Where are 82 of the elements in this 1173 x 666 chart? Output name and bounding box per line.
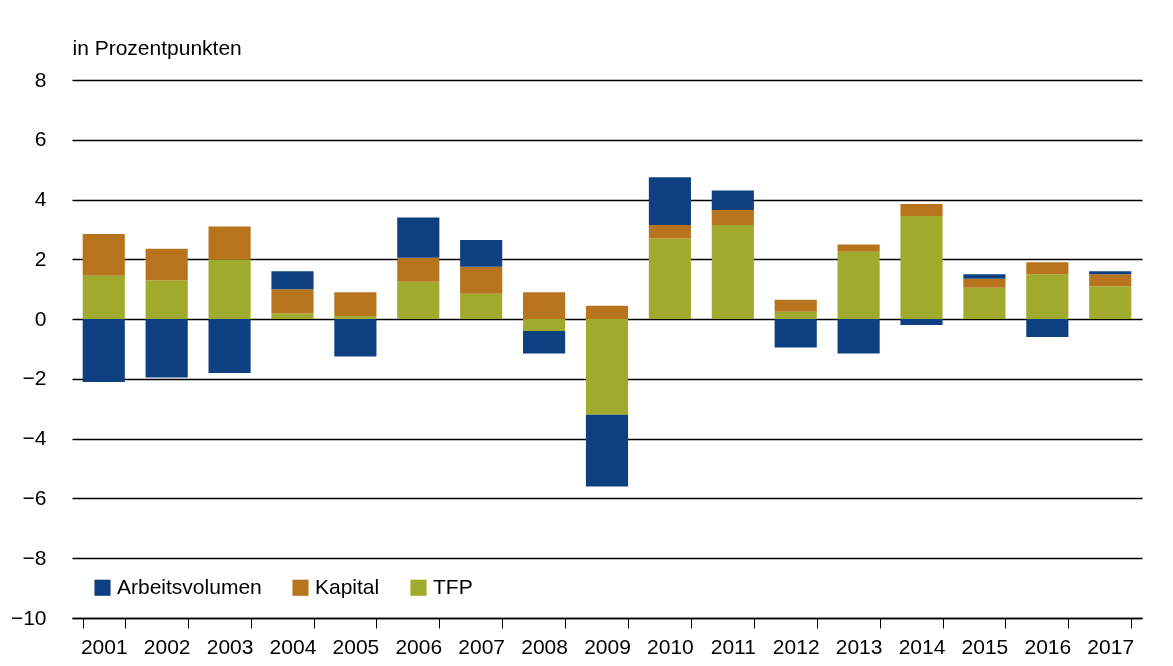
y-tick-label: −6: [22, 485, 47, 509]
y-tick-label: −8: [22, 545, 47, 569]
x-tick-label: 2010: [647, 634, 694, 658]
bar: [523, 319, 566, 332]
bar: [837, 244, 880, 252]
bar: [460, 239, 503, 267]
x-tick-label: 2017: [1087, 634, 1135, 658]
legend-label: Arbeitsvolumen: [117, 574, 262, 598]
bar: [585, 319, 629, 415]
bar: [82, 319, 125, 382]
bar: [711, 210, 754, 225]
bar: [82, 275, 125, 320]
bar: [1089, 286, 1132, 320]
x-tick-label: 2014: [898, 634, 946, 658]
bar: [523, 331, 566, 354]
y-tick-label: −10: [10, 605, 47, 629]
bar: [585, 414, 629, 487]
bar: [208, 259, 251, 320]
bar: [271, 289, 314, 314]
bar: [585, 305, 629, 320]
bar: [334, 292, 377, 317]
bar: [963, 274, 1006, 279]
bar: [397, 257, 440, 282]
bar: [963, 287, 1006, 320]
x-tick-label: 2004: [269, 634, 317, 658]
bar: [334, 319, 377, 357]
x-tick-label: 2008: [521, 634, 568, 658]
bar: [774, 319, 817, 348]
y-axis-title: in Prozentpunkten: [72, 35, 242, 59]
bar: [648, 238, 691, 320]
x-tick-label: 2011: [710, 634, 756, 658]
bar: [397, 281, 440, 320]
x-tick-label: 2006: [395, 634, 443, 658]
y-tick-label: 8: [34, 67, 47, 91]
x-tick-label: 2007: [458, 634, 506, 658]
y-tick-label: −4: [22, 426, 47, 450]
bar: [900, 215, 943, 320]
y-tick-label: 6: [34, 127, 47, 151]
bar: [837, 251, 880, 320]
x-tick-label: 2015: [961, 634, 1009, 658]
x-tick-label: 2001: [80, 634, 128, 658]
bar: [271, 313, 314, 320]
legend-label: Kapital: [315, 574, 380, 598]
x-tick-label: 2012: [772, 634, 820, 658]
bar: [711, 224, 754, 320]
x-tick-label: 2016: [1024, 634, 1072, 658]
y-tick-label: 0: [34, 306, 47, 330]
bar: [271, 271, 314, 290]
y-tick-label: 4: [34, 187, 47, 211]
bar: [648, 224, 691, 239]
bar: [82, 233, 125, 276]
y-tick-label: 2: [34, 246, 47, 270]
x-tick-label: 2013: [835, 634, 883, 658]
x-tick-label: 2002: [143, 634, 191, 658]
bar: [1089, 271, 1132, 275]
bar: [145, 319, 188, 378]
bar: [208, 319, 251, 373]
bar: [1026, 274, 1069, 320]
bar: [460, 293, 503, 320]
bar: [523, 292, 566, 320]
bar: [711, 190, 754, 211]
bar: [900, 204, 943, 216]
bar: [774, 299, 817, 312]
x-tick-label: 2005: [332, 634, 380, 658]
bar: [334, 316, 377, 320]
x-tick-label: 2009: [584, 634, 631, 658]
bar: [648, 177, 691, 225]
y-tick-label: −2: [22, 366, 47, 390]
bar: [1026, 262, 1069, 275]
bar: [963, 278, 1006, 288]
bar: [145, 280, 188, 320]
bar: [774, 311, 817, 320]
bar: [145, 248, 188, 281]
bar: [1089, 274, 1132, 287]
legend-label: TFP: [433, 574, 473, 598]
x-tick-label: 2003: [206, 634, 254, 658]
bar: [1026, 319, 1069, 338]
bar: [837, 319, 880, 354]
bar: [397, 217, 440, 258]
bar: [460, 266, 503, 294]
bar: [208, 226, 251, 260]
bar: [900, 319, 943, 326]
